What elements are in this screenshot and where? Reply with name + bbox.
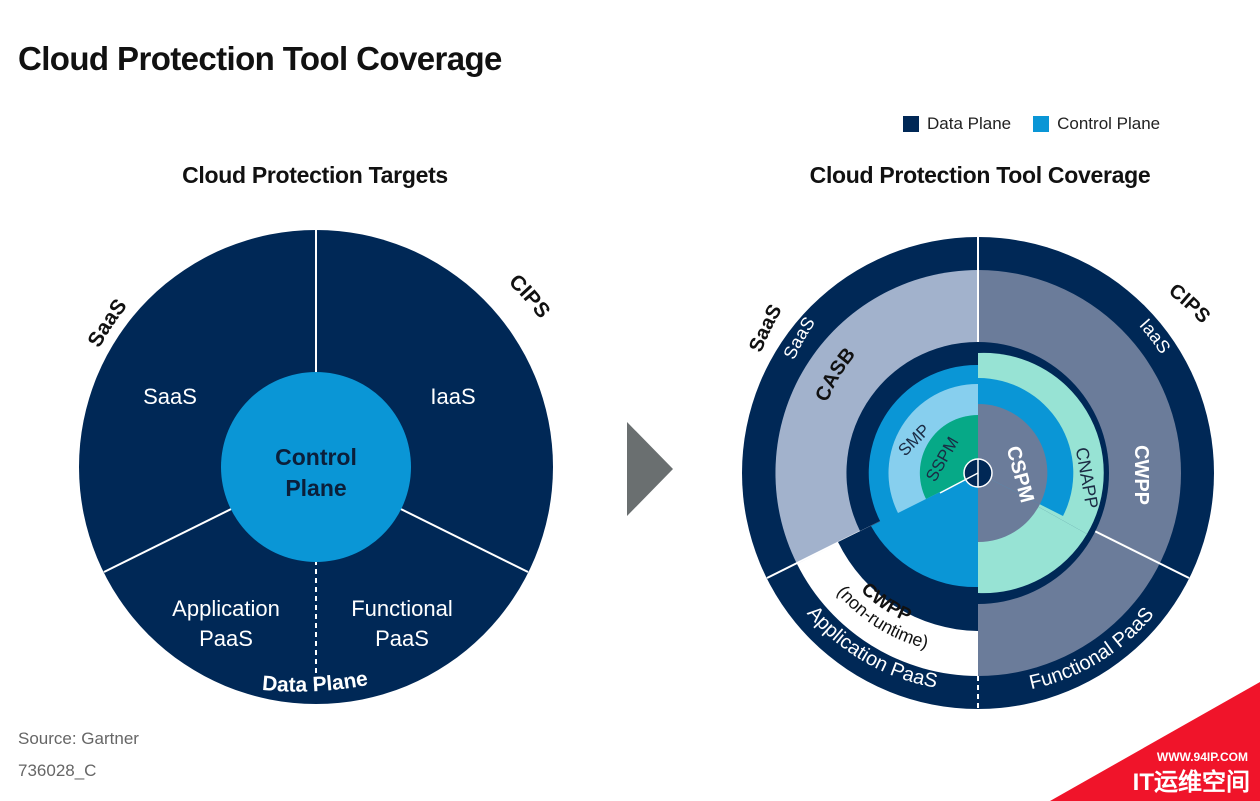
legend-swatch-control-plane [1033,116,1050,132]
source-note: Source: Gartner [18,729,139,748]
coverage-outer-label-cips: CIPS [1165,279,1215,327]
legend: Data Plane Control Plane [903,114,1182,134]
legend-item-control-plane: Control Plane [1033,114,1160,134]
targets-chart: Control Plane SaaS IaaS Application PaaS… [79,230,555,704]
slice-label-func-paas-1: Functional [351,596,453,621]
outer-label-cips: CIPS [504,270,554,323]
watermark-text: IT运维空间 [1133,768,1250,796]
watermark: WWW.94IP.COM IT运维空间 [1050,682,1260,801]
hub-divider-slant [939,472,979,494]
watermark-banner [1050,682,1260,801]
arrow-right-icon [627,422,673,516]
legend-item-data-plane: Data Plane [903,114,1011,134]
control-plane-lower [871,473,978,588]
legend-label-control-plane: Control Plane [1057,114,1161,133]
tool-label-cwpp: CWPP [1130,445,1152,505]
slice-label-saas: SaaS [143,384,197,409]
center-label-line2: Plane [285,475,346,501]
sspm-band [919,414,978,499]
slice-label-app-paas-2: PaaS [199,626,253,651]
watermark-url: WWW.94IP.COM [1157,750,1248,764]
legend-swatch-data-plane [903,116,919,132]
center-label-line1: Control [275,444,357,470]
slice-label-app-paas-1: Application [172,596,280,621]
legend-label-data-plane: Data Plane [927,114,1012,133]
page-title: Cloud Protection Tool Coverage [18,40,502,77]
document-id: 736028_C [18,761,97,780]
right-chart-title: Cloud Protection Tool Coverage [809,162,1151,188]
coverage-chart: SaaS CIPS SaaS IaaS Application PaaS Fun… [742,236,1214,709]
slice-label-iaas: IaaS [430,384,475,409]
cspm-core-lower [978,473,1040,543]
cspm-core [978,403,1048,504]
left-chart-title: Cloud Protection Targets [182,162,448,188]
control-plane-disc [221,372,411,562]
slice-label-func-paas-2: PaaS [375,626,429,651]
